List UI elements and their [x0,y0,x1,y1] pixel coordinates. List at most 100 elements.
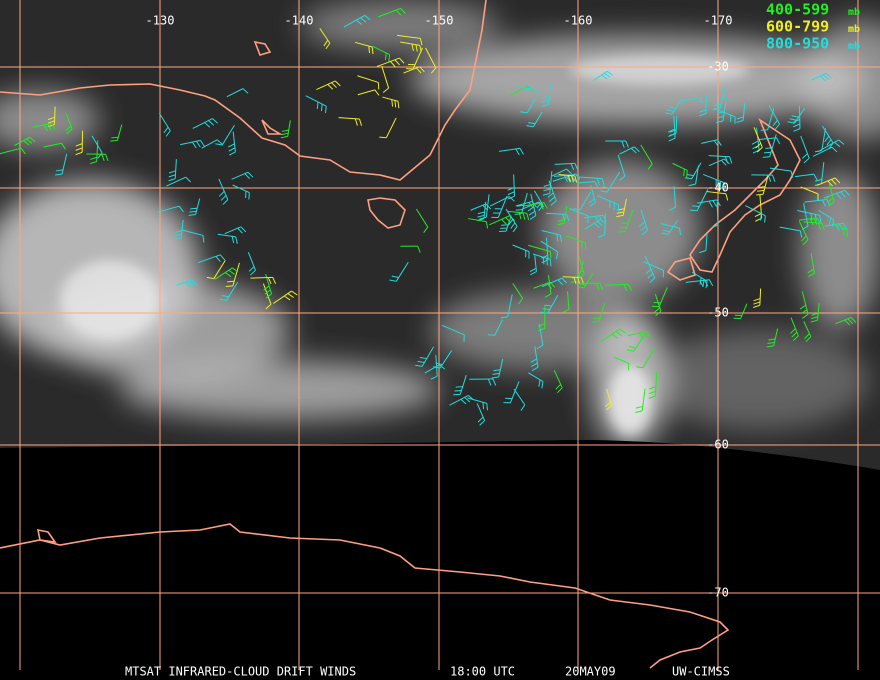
barb-shaft [823,189,846,199]
barb-feather [847,318,854,325]
barb-feather [815,178,823,182]
barb-feather [51,123,56,130]
barb-feather [573,208,581,211]
barb-shaft [835,316,852,325]
barb-feather [215,256,221,263]
barb-feather [666,109,675,112]
barb-feather [560,235,562,243]
wind-barb [55,153,68,176]
wind-barb [811,72,832,82]
barb-feather [822,74,829,80]
wind-barb [89,140,99,165]
barb-shaft [832,222,848,231]
barb-feather [390,61,396,67]
barb-feather [592,321,600,323]
barb-shaft [197,254,221,264]
barb-feather [665,112,673,115]
barb-feather [518,298,524,305]
barb-shaft [65,113,73,130]
barb-shaft [696,189,709,211]
barb-feather [394,100,397,108]
barb-feather [487,378,492,386]
barb-feather [479,420,485,426]
wind-barb [617,154,626,181]
barb-shaft [201,139,218,149]
wind-barb [378,7,406,18]
latitude-label: -50 [707,306,729,320]
barb-shaft [640,209,648,231]
barb-shaft [403,66,420,74]
barb-shaft [708,155,730,158]
barb-feather [536,344,544,350]
wind-barb [699,95,707,117]
barb-shaft [158,112,171,132]
barb-shaft [534,255,537,272]
barb-feather [541,103,549,107]
barb-feather [235,236,238,244]
wind-barb [180,139,205,149]
barb-feather [661,232,669,235]
barb-shaft [395,261,409,282]
barb-feather [635,405,643,409]
barb-feather [801,235,807,242]
barb-feather [593,317,601,320]
wind-barb [533,281,556,289]
wind-barb [523,202,548,210]
barb-feather [219,298,227,301]
barb-shaft [343,14,365,28]
wind-barbs [0,7,857,426]
barb-feather [541,99,549,103]
barb-feather [756,146,763,153]
barb-shaft [412,47,423,70]
wind-barb [476,403,486,426]
barb-shaft [811,72,827,81]
barb-feather [334,80,341,87]
barb-feather [760,213,762,221]
wind-barb [499,147,524,156]
barb-shaft [533,281,551,289]
barb-shaft [762,175,769,195]
wind-barb [762,134,777,158]
barb-feather [538,327,545,332]
barb-feather [411,43,414,51]
wind-barb [578,176,605,186]
wind-barb [319,28,331,50]
barb-shaft [547,295,559,314]
barb-shaft [516,86,537,91]
barb-feather [526,125,534,128]
barb-feather [520,404,526,411]
barb-feather [668,133,676,138]
barb-feather [477,416,484,423]
wind-barb [489,196,515,207]
barb-feather [66,128,73,135]
wind-barb [573,191,592,211]
barb-shaft [489,196,510,207]
wind-barb [758,137,781,145]
wind-barb [760,108,775,131]
wind-barb [86,153,109,162]
barb-feather [543,202,548,209]
barb-feather [616,211,624,214]
barb-feather [827,180,833,187]
barb-shaft [604,283,629,286]
barb-feather [834,141,841,148]
barb-shaft [596,195,619,206]
barb-shaft [816,177,836,186]
barb-shaft [498,358,504,378]
barb-shaft [382,96,399,102]
barb-shaft [494,319,504,336]
barb-feather [566,168,572,175]
barb-shaft [512,283,524,299]
latitude-label: -40 [707,181,729,195]
wind-barb [540,295,559,314]
barb-shaft [794,173,814,178]
barb-shaft [513,174,516,197]
barb-feather [819,215,822,223]
barb-feather [248,266,255,272]
barb-feather [507,195,515,200]
wind-barb [400,245,421,253]
barb-shaft [247,251,256,271]
barb-feather [720,159,727,166]
barb-feather [807,268,815,274]
barb-shaft [224,226,242,235]
